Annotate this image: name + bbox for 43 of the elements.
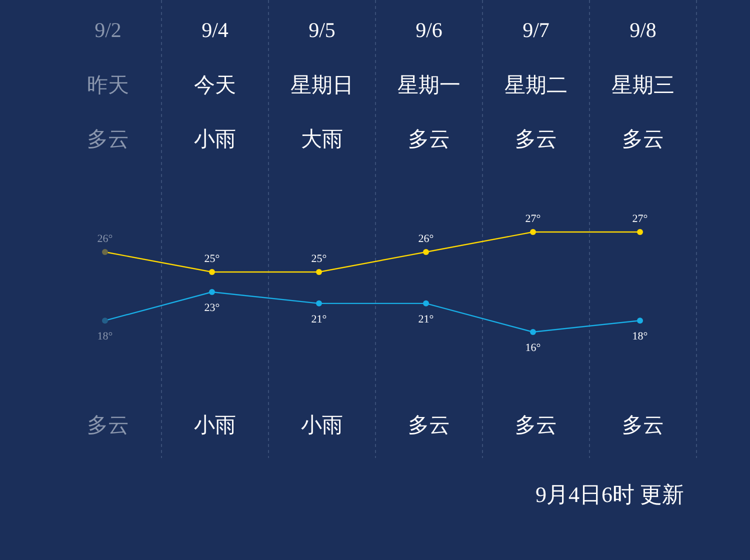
- point: [102, 318, 108, 324]
- x-tick-label: 9/4: [202, 18, 229, 42]
- text: 多云: [408, 413, 450, 437]
- text: 9月4日6时 更新: [536, 482, 684, 507]
- text: 小雨: [194, 413, 236, 437]
- point: [530, 329, 536, 335]
- text: 多云: [515, 127, 557, 151]
- data-label: 27°: [525, 213, 541, 225]
- text: 星期三: [612, 73, 674, 97]
- data-label: 23°: [204, 302, 220, 314]
- data-label: 18°: [632, 330, 648, 343]
- text: 星期一: [398, 73, 460, 97]
- text: 多云: [515, 413, 557, 437]
- x-tick-label: 9/7: [522, 18, 550, 42]
- text: 今天: [194, 73, 236, 97]
- data-label: 21°: [311, 313, 327, 326]
- point: [637, 318, 643, 324]
- data-label: 27°: [632, 213, 648, 225]
- text: 星期日: [290, 73, 354, 97]
- text: 多云: [87, 127, 129, 151]
- data-label: 25°: [204, 253, 220, 265]
- data-label: 18°: [97, 330, 113, 343]
- text: 大雨: [301, 127, 343, 151]
- x-tick-label: 9/6: [416, 18, 442, 42]
- text: 多云: [622, 127, 664, 151]
- text: 多云: [622, 413, 664, 437]
- text: 星期二: [504, 73, 568, 97]
- data-label: 25°: [311, 253, 327, 265]
- x-tick-label: 9/5: [308, 18, 336, 42]
- point: [423, 300, 429, 306]
- point: [316, 300, 322, 306]
- text: 昨天: [87, 73, 129, 97]
- text: 多云: [87, 413, 129, 437]
- x-tick-label: 9/8: [630, 18, 656, 42]
- data-label: 21°: [418, 313, 434, 326]
- data-label: 26°: [97, 233, 113, 245]
- point: [209, 289, 215, 295]
- x-tick-label: 9/2: [94, 18, 122, 42]
- data-label: 26°: [418, 233, 434, 245]
- data-label: 16°: [525, 342, 541, 354]
- text: 多云: [408, 127, 450, 151]
- text: 小雨: [194, 127, 236, 151]
- text: 小雨: [301, 413, 343, 437]
